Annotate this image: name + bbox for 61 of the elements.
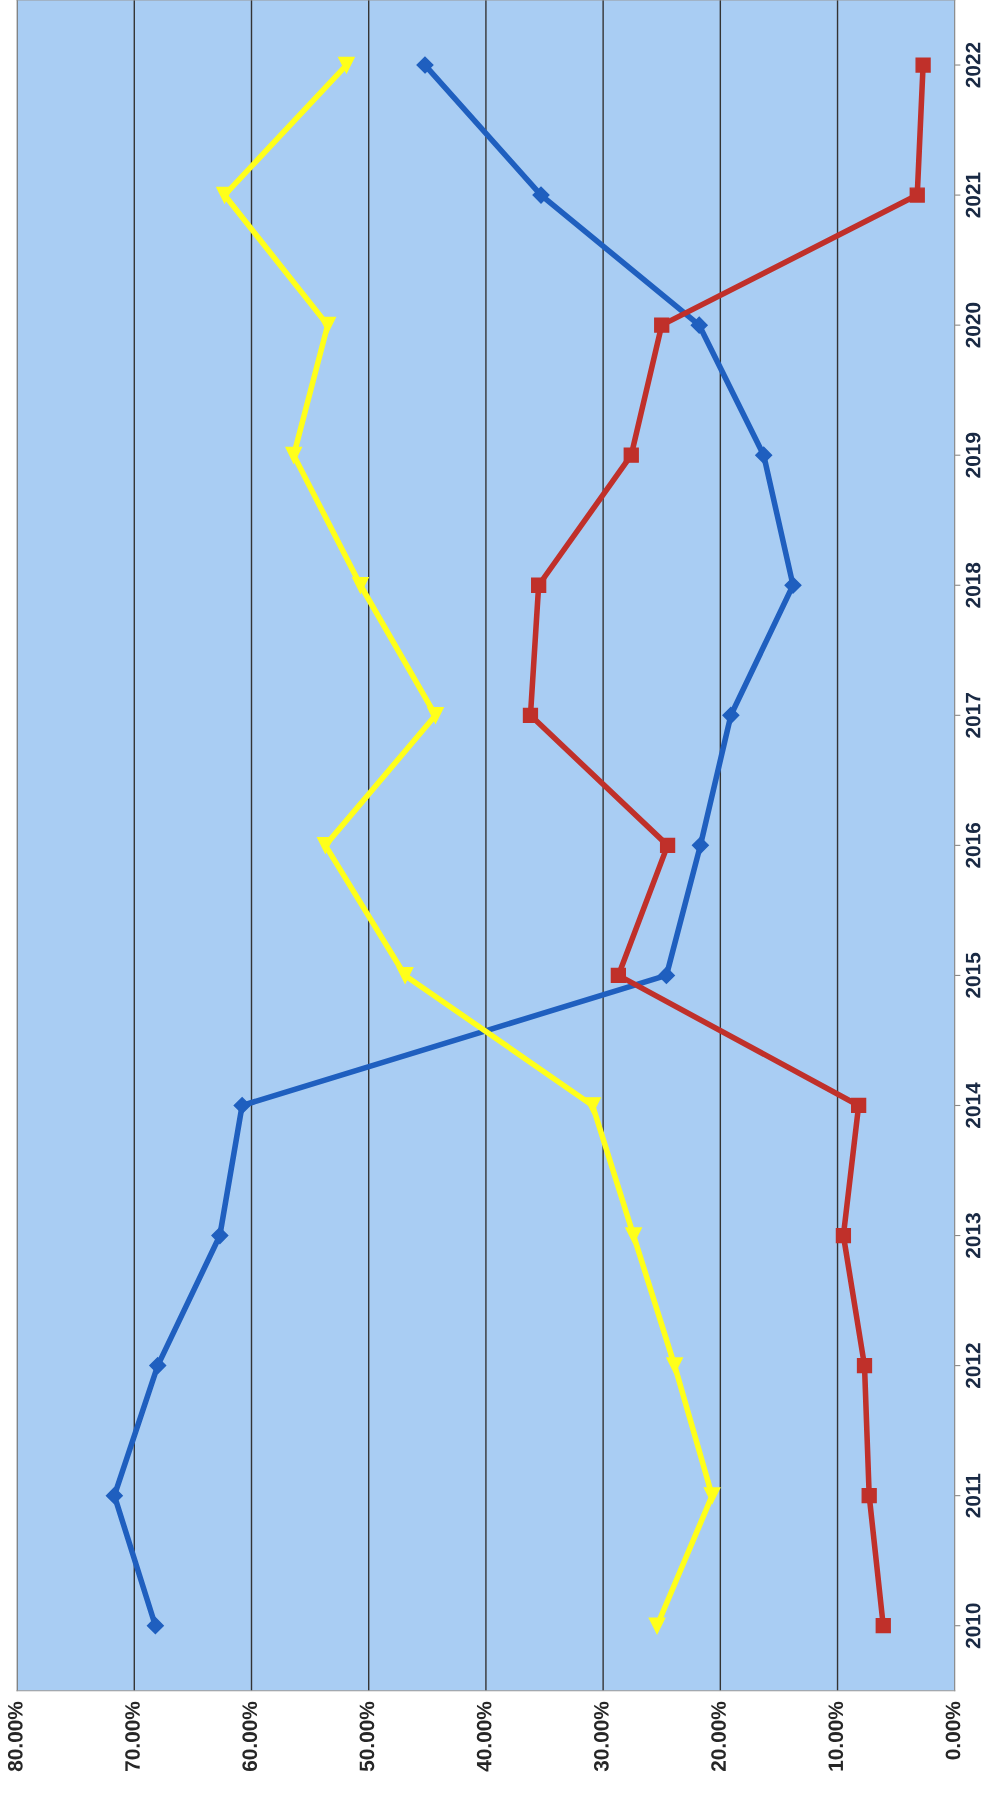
point bbox=[105, 1487, 123, 1505]
y-tick-label: 2012 bbox=[965, 1343, 981, 1389]
point bbox=[835, 1227, 852, 1244]
point bbox=[211, 1226, 229, 1245]
point bbox=[856, 1357, 873, 1374]
point bbox=[666, 1357, 683, 1374]
point bbox=[338, 56, 355, 74]
point bbox=[648, 1617, 666, 1635]
point bbox=[319, 316, 337, 334]
y-tick-label: 2021 bbox=[965, 172, 981, 218]
point bbox=[149, 1357, 167, 1375]
point bbox=[659, 837, 676, 854]
point bbox=[915, 57, 931, 73]
point bbox=[352, 576, 369, 594]
point bbox=[610, 967, 627, 984]
y-tick-label: 2020 bbox=[965, 302, 981, 348]
point bbox=[861, 1488, 877, 1504]
y-tick-label: 2014 bbox=[965, 1082, 981, 1128]
point bbox=[690, 316, 708, 334]
point bbox=[657, 966, 675, 984]
point bbox=[625, 1227, 642, 1244]
y-tick-label: 2018 bbox=[965, 562, 981, 608]
point bbox=[216, 186, 233, 204]
y-tick-label: 2019 bbox=[965, 432, 981, 478]
x-tick-label: 40.00% bbox=[476, 1701, 492, 1772]
point bbox=[396, 967, 414, 984]
point bbox=[522, 707, 539, 723]
point bbox=[531, 577, 547, 593]
y-tick-label: 2011 bbox=[965, 1473, 981, 1518]
point bbox=[427, 706, 444, 724]
point bbox=[623, 447, 639, 463]
point bbox=[722, 706, 740, 724]
y-tick-label: 2016 bbox=[965, 822, 981, 868]
y-tick-label: 2013 bbox=[965, 1213, 981, 1258]
point bbox=[909, 187, 925, 203]
point bbox=[285, 446, 303, 464]
point bbox=[850, 1097, 867, 1114]
x-tick-label: 50.00% bbox=[359, 1701, 375, 1772]
point bbox=[233, 1096, 251, 1115]
x-tick-label: 60.00% bbox=[242, 1701, 258, 1772]
point bbox=[703, 1487, 721, 1504]
point bbox=[784, 576, 802, 594]
x-tick-label: 20.00% bbox=[711, 1701, 726, 1772]
y-tick-label: 2015 bbox=[965, 952, 981, 998]
point bbox=[584, 1097, 601, 1114]
x-tick-label: 0.00% bbox=[945, 1701, 961, 1760]
y-tick-label: 2022 bbox=[965, 42, 981, 88]
point bbox=[654, 317, 670, 333]
x-tick-label: 30.00% bbox=[593, 1701, 609, 1772]
point bbox=[146, 1617, 164, 1635]
point bbox=[691, 836, 709, 854]
x-tick-label: 70.00% bbox=[125, 1701, 140, 1771]
point bbox=[875, 1618, 891, 1634]
point bbox=[317, 837, 334, 854]
x-tick-label: 80.00% bbox=[7, 1701, 23, 1772]
point bbox=[755, 446, 773, 464]
x-tick-label: 10.00% bbox=[828, 1701, 844, 1771]
point bbox=[532, 186, 550, 204]
point bbox=[416, 56, 434, 74]
y-tick-label: 2010 bbox=[965, 1603, 981, 1649]
y-tick-label: 2017 bbox=[965, 693, 981, 738]
